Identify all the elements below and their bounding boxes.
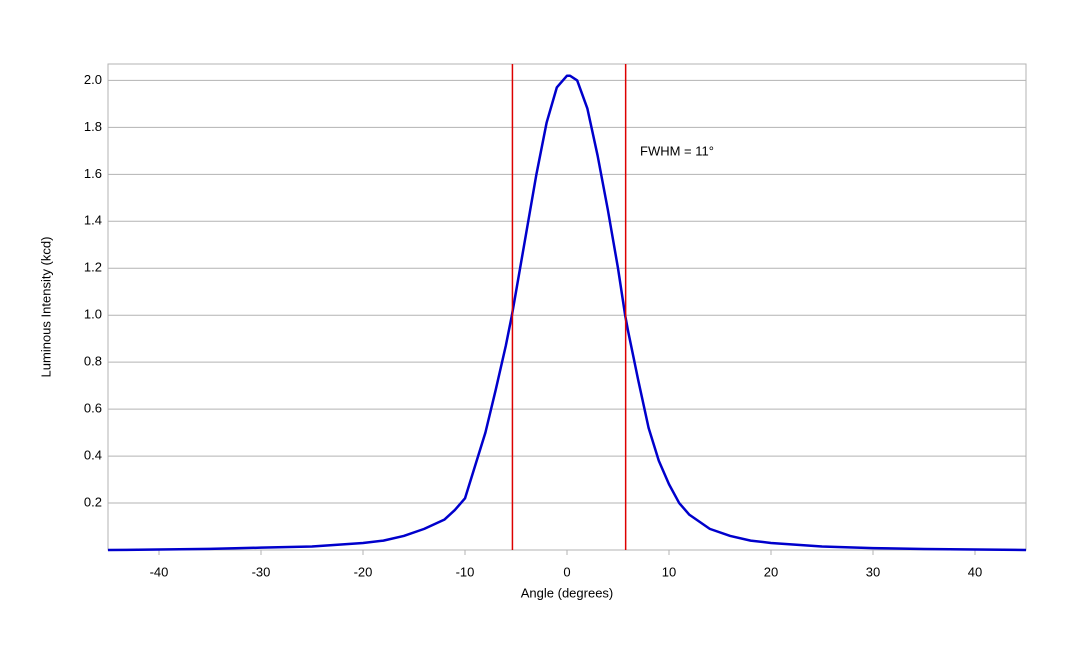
y-tick-label: 0.6: [84, 401, 102, 416]
y-tick-label: 0.8: [84, 354, 102, 369]
x-tick-label: -20: [354, 564, 373, 579]
x-tick-label: -30: [252, 564, 271, 579]
y-tick-label: 1.6: [84, 166, 102, 181]
y-tick-label: 1.8: [84, 119, 102, 134]
y-tick-label: 1.0: [84, 307, 102, 322]
x-axis-label: Angle (degrees): [521, 585, 614, 600]
x-tick-label: -40: [150, 564, 169, 579]
y-tick-label: 2.0: [84, 72, 102, 87]
x-tick-label: 40: [968, 564, 982, 579]
plot-area: [107, 63, 1027, 551]
y-tick-label: 1.2: [84, 260, 102, 275]
x-tick-label: 10: [662, 564, 676, 579]
x-tick-label: 20: [764, 564, 778, 579]
y-tick-label: 0.4: [84, 448, 102, 463]
x-tick-label: -10: [456, 564, 475, 579]
y-tick-label: 0.2: [84, 494, 102, 509]
x-tick-label: 0: [563, 564, 570, 579]
annotation: FWHM = 11°: [640, 143, 714, 158]
y-axis-label: Luminous Intensity (kcd): [38, 237, 53, 378]
y-tick-label: 1.4: [84, 213, 102, 228]
x-tick-label: 30: [866, 564, 880, 579]
line-series: [107, 74, 1027, 552]
